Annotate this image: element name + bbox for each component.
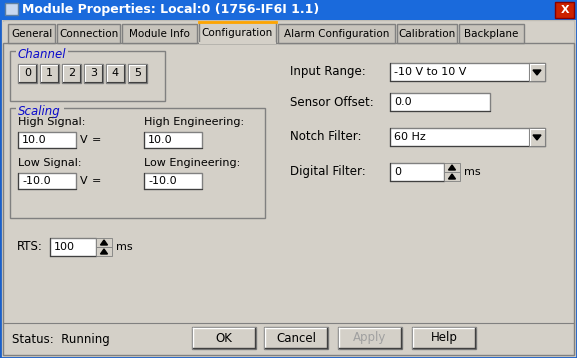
Bar	[390, 128, 545, 146]
Bar	[459, 24, 524, 43]
Text: -10.0: -10.0	[22, 176, 51, 186]
Bar	[529, 128, 545, 146]
Polygon shape	[448, 165, 455, 170]
Text: Status:  Running: Status: Running	[12, 334, 110, 347]
Bar	[96, 247, 112, 256]
Text: 10.0: 10.0	[148, 135, 173, 145]
Bar	[3, 22, 574, 44]
Text: 1: 1	[46, 68, 53, 78]
Polygon shape	[533, 70, 541, 75]
Text: 2: 2	[68, 68, 75, 78]
Text: Channel: Channel	[18, 48, 66, 61]
Bar	[8, 24, 55, 43]
Text: Calibration: Calibration	[398, 29, 456, 39]
Text: ms: ms	[116, 242, 133, 252]
Bar	[10, 51, 165, 101]
Bar	[144, 173, 202, 189]
Text: Apply: Apply	[353, 332, 387, 344]
Text: 60 Hz: 60 Hz	[394, 132, 426, 142]
Text: X: X	[561, 5, 569, 15]
Text: Module Properties: Local:0 (1756-IF6I 1.1): Module Properties: Local:0 (1756-IF6I 1.…	[22, 4, 319, 16]
Polygon shape	[533, 135, 541, 140]
Text: Input Range:: Input Range:	[290, 66, 366, 78]
Text: 5: 5	[134, 68, 141, 78]
Polygon shape	[100, 249, 107, 254]
Bar	[16, 50, 68, 59]
Text: OK: OK	[216, 332, 233, 344]
Text: -10.0: -10.0	[148, 176, 177, 186]
Polygon shape	[100, 240, 107, 245]
Bar	[62, 64, 81, 83]
Text: Module Info: Module Info	[129, 29, 190, 39]
Text: High Signal:: High Signal:	[18, 117, 85, 127]
Text: Connection: Connection	[59, 29, 118, 39]
Bar	[18, 64, 37, 83]
Bar	[57, 24, 120, 43]
Bar	[3, 43, 574, 355]
Bar	[412, 327, 476, 349]
Text: V: V	[80, 176, 88, 186]
Bar	[16, 107, 64, 116]
Text: 0: 0	[24, 68, 31, 78]
Bar	[444, 163, 460, 172]
Bar	[106, 64, 125, 83]
Text: Notch Filter:: Notch Filter:	[290, 131, 362, 144]
Text: =: =	[92, 135, 102, 145]
Text: Scaling: Scaling	[18, 105, 61, 117]
Bar	[278, 24, 395, 43]
Text: 0.0: 0.0	[394, 97, 411, 107]
Bar	[40, 64, 59, 83]
Polygon shape	[448, 174, 455, 179]
Bar	[18, 173, 76, 189]
Text: Digital Filter:: Digital Filter:	[290, 165, 366, 179]
Bar	[18, 132, 76, 148]
Bar	[529, 63, 545, 81]
Text: =: =	[92, 176, 102, 186]
Text: General: General	[11, 29, 52, 39]
Text: Configuration: Configuration	[202, 28, 273, 38]
Text: High Engineering:: High Engineering:	[144, 117, 244, 127]
Text: 10.0: 10.0	[22, 135, 47, 145]
Bar	[390, 163, 444, 181]
Bar	[199, 22, 276, 43]
Text: RTS:: RTS:	[17, 241, 43, 253]
Text: 4: 4	[112, 68, 119, 78]
Text: ms: ms	[464, 167, 481, 177]
Bar	[0, 0, 577, 20]
Bar	[144, 132, 202, 148]
Text: Sensor Offset:: Sensor Offset:	[290, 96, 374, 108]
Text: Help: Help	[430, 332, 458, 344]
Bar	[50, 238, 96, 256]
Bar	[555, 2, 574, 18]
Text: V: V	[80, 135, 88, 145]
Bar	[128, 64, 147, 83]
Bar	[338, 327, 402, 349]
Text: Low Engineering:: Low Engineering:	[144, 158, 240, 168]
Bar	[96, 238, 112, 247]
Bar	[10, 108, 265, 218]
Bar	[5, 3, 18, 15]
Text: Cancel: Cancel	[276, 332, 316, 344]
Bar	[444, 172, 460, 181]
Text: 100: 100	[54, 242, 75, 252]
Bar	[122, 24, 197, 43]
Text: Low Signal:: Low Signal:	[18, 158, 81, 168]
Text: Backplane: Backplane	[464, 29, 519, 39]
Text: -10 V to 10 V: -10 V to 10 V	[394, 67, 466, 77]
Text: 3: 3	[90, 68, 97, 78]
Bar	[84, 64, 103, 83]
Bar	[397, 24, 457, 43]
Bar	[390, 93, 490, 111]
Text: 0: 0	[394, 167, 401, 177]
Text: Alarm Configuration: Alarm Configuration	[284, 29, 389, 39]
Bar	[390, 63, 545, 81]
Bar	[264, 327, 328, 349]
Bar	[192, 327, 256, 349]
